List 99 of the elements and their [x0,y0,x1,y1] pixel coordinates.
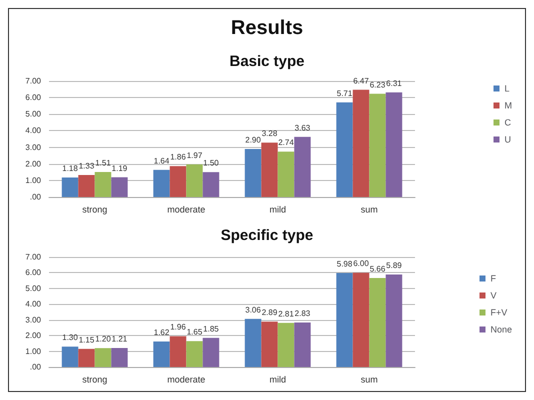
bar [294,322,311,367]
x-tick-label: strong [82,374,108,384]
y-tick-label: 2.00 [25,159,42,168]
data-label: 1.96 [170,322,186,332]
y-tick-label: 4.00 [25,126,42,136]
legend-label: C [504,118,512,128]
data-label: 1.86 [170,152,186,162]
data-label: 6.31 [386,78,402,88]
bar [386,92,402,197]
bar [352,272,370,367]
data-label: 1.30 [62,333,78,342]
bar [244,318,262,367]
data-label: 6.23 [370,80,386,90]
data-label: 3.63 [294,123,311,132]
bar [336,102,353,197]
data-label: 2.81 [278,309,294,318]
bar [78,174,95,197]
x-tick-label: mild [269,204,286,214]
x-tick-label: moderate [167,204,206,214]
x-tick-label: moderate [167,374,206,384]
bar [336,273,353,367]
bar [170,166,186,197]
y-tick-label: 1.00 [25,346,42,356]
legend-label: L [504,84,510,94]
bar [94,172,112,197]
y-tick-label: 6.00 [25,268,42,278]
legend-label: V [490,290,496,300]
y-tick-label: 5.00 [25,110,42,119]
bar [186,164,203,197]
bar [111,348,128,367]
bar [202,338,220,367]
y-tick-label: 7.00 [25,76,42,86]
data-label: 1.50 [203,158,220,168]
bar [386,274,402,367]
bar [261,142,278,197]
y-tick-label: 1.00 [25,176,42,185]
data-label: 3.06 [245,305,262,314]
data-label: 1.85 [203,324,220,334]
y-tick-label: 3.00 [25,315,42,324]
bar [278,322,294,367]
chart-title: Specific type [220,227,314,244]
data-label: 1.97 [186,150,203,160]
bar [62,177,78,197]
y-tick-label: 7.00 [25,252,42,262]
data-label: 1.20 [95,334,112,344]
bar [111,177,128,197]
chart-subtitle: Basic type [229,53,305,70]
x-tick-label: sum [360,374,378,384]
bar [278,152,294,197]
x-tick-label: sum [360,204,378,214]
bar [244,148,262,197]
data-label: 1.62 [154,328,170,338]
data-label: 5.71 [336,88,353,98]
legend-label: M [504,100,512,110]
y-tick-label: 4.00 [25,300,42,309]
data-label: 5.66 [370,264,386,274]
data-label: 1.65 [186,328,203,337]
y-tick-label: .00 [30,362,42,372]
y-tick-label: 5.00 [25,284,42,293]
data-label: 1.19 [112,164,128,173]
legend-label: U [504,134,512,144]
data-label: 2.90 [245,135,262,144]
data-label: 5.89 [386,260,402,270]
bar [94,348,112,367]
y-tick-label: 3.00 [25,142,42,152]
data-label: 1.15 [78,335,95,344]
data-label: 1.51 [95,158,112,168]
bar [202,172,220,197]
bar [153,170,170,197]
y-tick-label: 6.00 [25,93,42,102]
y-tick-label: .00 [30,192,42,202]
bar [186,341,203,367]
legend-label: F+V [490,308,508,318]
bar [153,342,170,367]
data-label: 1.18 [62,164,78,173]
bar [261,322,278,367]
data-label: 2.74 [278,138,294,148]
data-label: 2.89 [262,308,278,318]
legend-label: None [490,324,512,334]
data-label: 1.33 [78,161,95,170]
data-label: 5.98 [336,260,353,269]
bar [62,346,78,367]
bar [352,90,370,197]
data-label: 1.64 [154,156,170,166]
bar [369,278,386,367]
bar [369,94,386,197]
data-label: 1.21 [112,334,128,344]
x-tick-label: mild [269,374,286,384]
legend-label: F [490,274,496,284]
bar [294,136,311,197]
y-tick-label: 2.00 [25,331,42,340]
bar [170,336,186,367]
data-label: 6.00 [353,259,370,268]
x-tick-label: strong [82,204,108,214]
data-label: 3.28 [262,129,278,138]
chart-title: Results [230,17,304,39]
data-label: 2.83 [294,309,311,318]
data-label: 6.47 [353,76,370,86]
bar [78,348,95,367]
